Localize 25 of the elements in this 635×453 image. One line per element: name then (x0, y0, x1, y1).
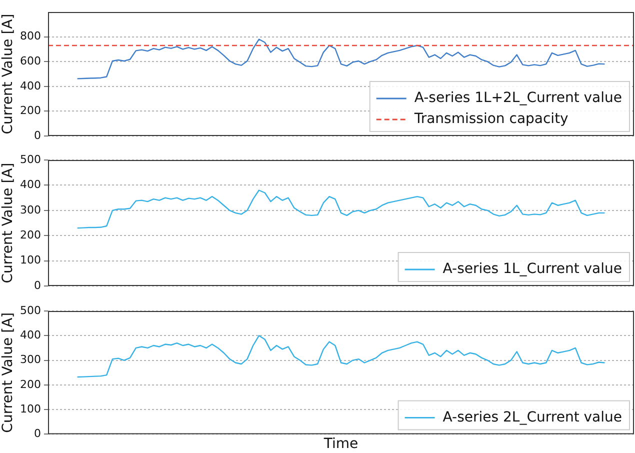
y-axis-title: Current Value [A] (0, 162, 16, 284)
y-tick-label: 200 (20, 378, 41, 391)
y-tick-label: 200 (20, 104, 41, 118)
y-axis-title: Current Value [A] (0, 312, 16, 433)
y-tick-label: 600 (20, 54, 41, 68)
legend-label: A-series 1L_Current value (442, 261, 622, 278)
y-tick-label: 400 (20, 328, 41, 342)
legend-label: A-series 2L_Current value (442, 409, 622, 426)
y-tick-label: 300 (20, 203, 41, 216)
y-axis-title: Current Value [A] (0, 14, 16, 134)
legend-label: A-series 1L+2L_Current value (414, 90, 622, 106)
y-tick-label: 500 (20, 152, 41, 166)
y-tick-label: 0 (34, 128, 41, 142)
y-tick-label: 400 (20, 178, 41, 192)
y-tick-label: 800 (20, 30, 41, 43)
y-tick-label: 100 (20, 402, 41, 416)
legend-label: Transmission capacity (413, 111, 568, 128)
y-tick-label: 0 (34, 278, 41, 292)
y-tick-label: 500 (20, 304, 41, 317)
y-tick-label: 300 (20, 353, 41, 366)
y-tick-label: 100 (20, 254, 41, 267)
y-tick-label: 200 (20, 228, 41, 242)
y-tick-label: 0 (34, 427, 41, 440)
x-axis-title: Time (322, 436, 358, 452)
y-tick-label: 400 (20, 79, 41, 92)
